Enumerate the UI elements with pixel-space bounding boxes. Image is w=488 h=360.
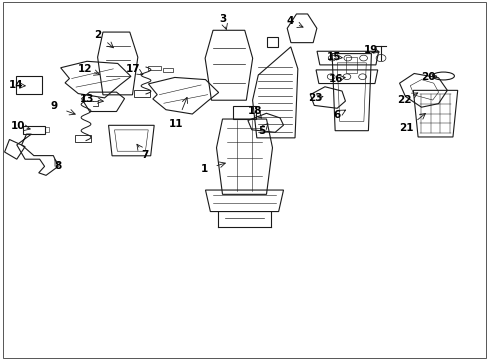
Text: 2: 2 xyxy=(94,30,102,40)
Text: 5: 5 xyxy=(257,126,264,135)
Text: 15: 15 xyxy=(326,52,340,62)
Text: 14: 14 xyxy=(9,80,23,90)
Text: 1: 1 xyxy=(201,164,208,174)
Text: 22: 22 xyxy=(396,95,411,105)
Text: 8: 8 xyxy=(55,161,61,171)
Text: 23: 23 xyxy=(307,93,322,103)
Text: 20: 20 xyxy=(420,72,435,82)
Text: 11: 11 xyxy=(169,120,183,129)
Text: 4: 4 xyxy=(286,17,293,27)
Text: 16: 16 xyxy=(328,74,343,84)
Text: 10: 10 xyxy=(10,121,25,131)
Text: 6: 6 xyxy=(333,110,340,120)
Text: 13: 13 xyxy=(80,94,95,104)
Text: 17: 17 xyxy=(126,64,141,74)
Text: 7: 7 xyxy=(141,150,148,160)
Text: 18: 18 xyxy=(247,106,262,116)
Text: 12: 12 xyxy=(77,64,92,74)
Text: 21: 21 xyxy=(399,123,413,133)
Text: 9: 9 xyxy=(51,102,58,112)
Text: 3: 3 xyxy=(219,14,226,24)
Text: 19: 19 xyxy=(364,45,378,55)
